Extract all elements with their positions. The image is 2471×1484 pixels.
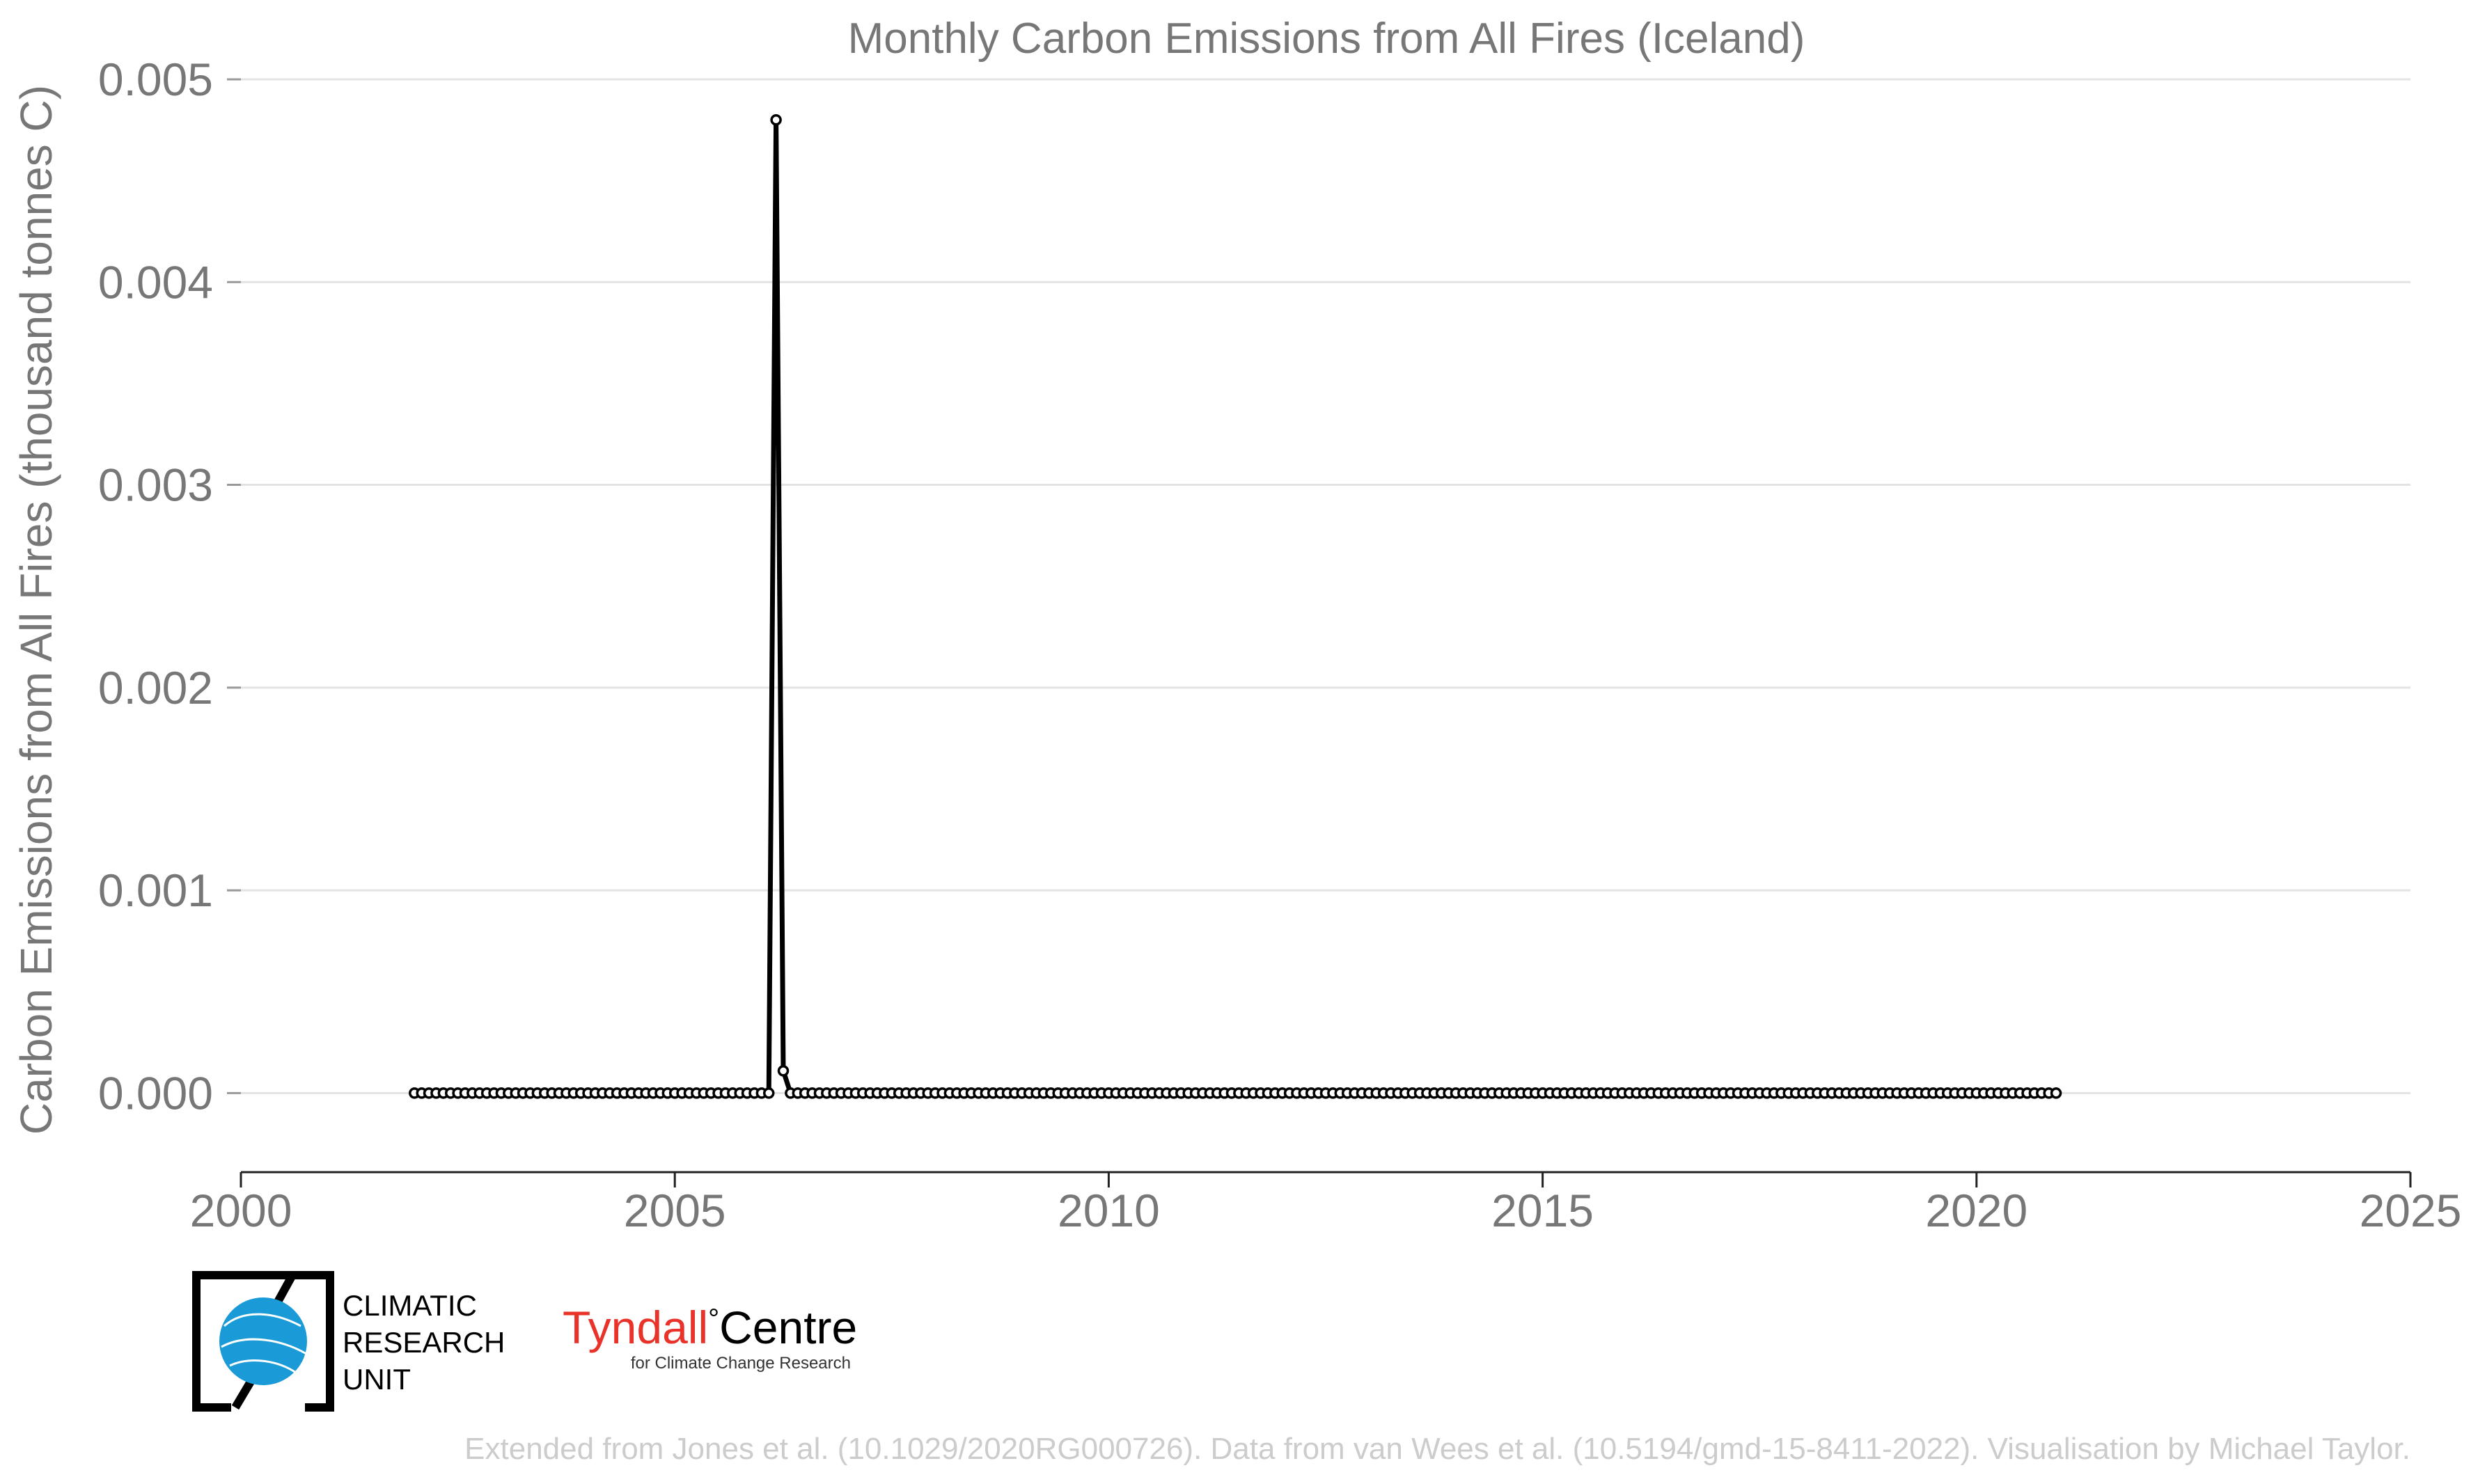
cru-line-1: CLIMATIC [343,1289,477,1322]
cru-slash-top [273,1273,297,1305]
x-tick-label-3: 2015 [1491,1185,1594,1236]
cru-logo: CLIMATIC RESEARCH UNIT [192,1271,505,1412]
data-point-2006-03 [770,114,782,126]
tyndall-subtitle: for Climate Change Research [631,1354,851,1373]
y-tick-label-5: 0.005 [98,54,213,105]
cru-bracket-right [266,1271,334,1412]
y-tick-label-2: 0.002 [98,662,213,713]
cru-globe-swirl-3 [229,1359,297,1374]
cru-line-2: RESEARCH [343,1326,505,1359]
y-axis-label: Carbon Emissions from All Fires (thousan… [11,85,61,1135]
credit-text: Extended from Jones et al. (10.1029/2020… [464,1432,2410,1466]
tyndall-name: Tyndall [563,1302,708,1353]
data-point-2006-02 [762,1087,775,1099]
x-tick-label-5: 2025 [2360,1185,2462,1236]
x-tick-label-2: 2010 [1058,1185,1160,1236]
y-tick-labels: 0.000 0.001 0.002 0.003 0.004 0.005 [98,54,241,1119]
y-tick-label-1: 0.001 [98,865,213,916]
series-0-path [414,117,2057,1096]
cru-slash-bottom [231,1379,255,1410]
grid-lines [241,78,2410,1094]
chart-title: Monthly Carbon Emissions from All Fires … [848,15,1805,63]
y-tick-label-3: 0.003 [98,459,213,511]
tyndall-logo: Tyndall°Centre for Climate Change Resear… [563,1302,857,1373]
svg-text:Tyndall°Centre: Tyndall°Centre [563,1302,857,1353]
data-point-2006-04 [777,1065,790,1077]
x-tick-label-1: 2005 [624,1185,726,1236]
tyndall-centre: Centre [719,1302,857,1353]
tyndall-degree: ° [708,1304,719,1334]
cru-bracket-left [192,1271,292,1412]
cru-line-3: UNIT [343,1363,411,1396]
x-tick-label-0: 2000 [190,1185,292,1236]
x-axis-ticks: 2000 2005 2010 2015 2020 2025 [190,1172,2462,1236]
cru-globe-swirl-2 [221,1338,307,1355]
y-tick-label-4: 0.004 [98,256,213,308]
x-tick-label-4: 2020 [1925,1185,2027,1236]
y-tick-label-0: 0.000 [98,1067,213,1119]
data-point-2020-12 [2050,1087,2062,1099]
cru-globe-swirl-1 [223,1313,301,1327]
series-line [409,114,2062,1099]
